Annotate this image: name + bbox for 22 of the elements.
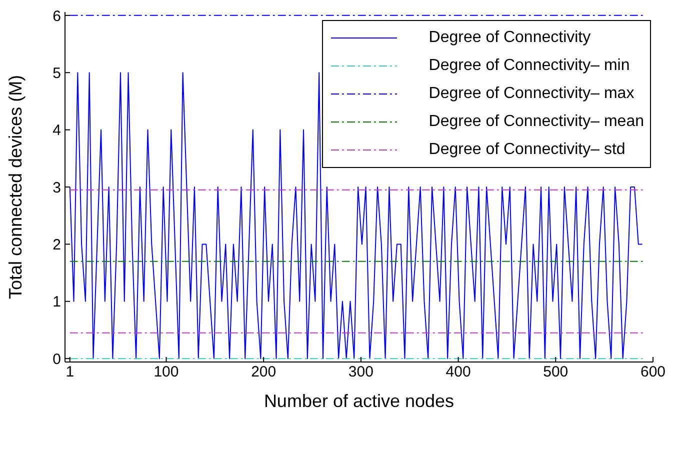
legend-label: Degree of Connectivity– min <box>428 56 630 76</box>
x-tick-label: 600 <box>640 364 666 381</box>
line-series <box>69 72 643 360</box>
legend-label: Degree of Connectivity <box>428 28 591 48</box>
y-axis-title: Total connected devices (M) <box>5 74 26 300</box>
y-tick-label: 1 <box>52 294 61 311</box>
x-tick-label: 200 <box>251 364 276 381</box>
y-tick-label: 2 <box>52 236 61 254</box>
legend-label: Degree of Connectivity– mean <box>428 112 644 132</box>
y-tick-label: 4 <box>52 122 61 140</box>
y-tick-label: 6 <box>52 8 61 25</box>
x-tick-label: 500 <box>543 364 568 381</box>
y-tick-label: 5 <box>52 64 61 82</box>
x-tick-label: 100 <box>154 364 179 381</box>
legend-label: Degree of Connectivity– max <box>428 84 634 104</box>
x-axis-title: Number of active nodes <box>264 391 454 411</box>
legend-label: Degree of Connectivity– std <box>428 140 626 160</box>
y-tick-label: 3 <box>52 179 61 196</box>
y-tick-label: 0 <box>52 350 61 368</box>
x-tick-label: 300 <box>348 364 374 381</box>
x-tick-label: 1 <box>66 364 74 381</box>
x-tick-label: 400 <box>446 364 471 381</box>
